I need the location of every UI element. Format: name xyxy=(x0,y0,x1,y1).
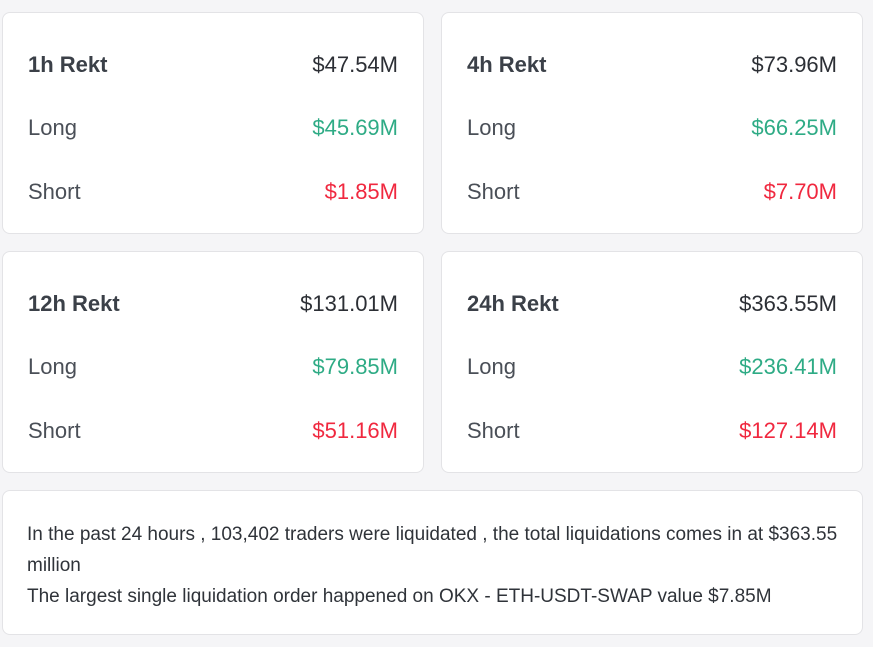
long-label: Long xyxy=(467,354,516,379)
card-title: 1h Rekt xyxy=(28,52,108,77)
stats-card-1h: 1h Rekt $47.54M Long $45.69M Short $1.85… xyxy=(2,12,424,234)
long-value: $45.69M xyxy=(312,115,398,140)
long-label: Long xyxy=(467,115,516,140)
total-value: $73.96M xyxy=(751,52,837,77)
card-header-row: 24h Rekt $363.55M xyxy=(467,290,837,318)
card-title: 4h Rekt xyxy=(467,52,547,77)
long-value: $66.25M xyxy=(751,115,837,140)
card-header-row: 4h Rekt $73.96M xyxy=(467,51,837,79)
long-row: Long $79.85M xyxy=(28,353,398,381)
long-row: Long $45.69M xyxy=(28,114,398,142)
long-value: $79.85M xyxy=(312,354,398,379)
stats-card-24h: 24h Rekt $363.55M Long $236.41M Short $1… xyxy=(441,251,863,473)
total-value: $47.54M xyxy=(312,52,398,77)
long-label: Long xyxy=(28,354,77,379)
liquidation-summary-card: In the past 24 hours , 103,402 traders w… xyxy=(2,490,863,635)
short-label: Short xyxy=(28,418,81,443)
long-row: Long $236.41M xyxy=(467,353,837,381)
long-row: Long $66.25M xyxy=(467,114,837,142)
short-value: $1.85M xyxy=(324,179,398,204)
summary-line-total: In the past 24 hours , 103,402 traders w… xyxy=(27,524,838,576)
short-label: Short xyxy=(467,418,520,443)
short-label: Short xyxy=(467,179,520,204)
summary-line-largest: The largest single liquidation order hap… xyxy=(27,586,772,607)
short-value: $127.14M xyxy=(739,418,837,443)
short-row: Short $127.14M xyxy=(467,417,837,445)
short-value: $51.16M xyxy=(312,418,398,443)
card-title: 12h Rekt xyxy=(28,291,120,316)
total-value: $363.55M xyxy=(739,291,837,316)
long-label: Long xyxy=(28,115,77,140)
stats-card-4h: 4h Rekt $73.96M Long $66.25M Short $7.70… xyxy=(441,12,863,234)
long-value: $236.41M xyxy=(739,354,837,379)
short-value: $7.70M xyxy=(763,179,837,204)
card-header-row: 12h Rekt $131.01M xyxy=(28,290,398,318)
short-row: Short $51.16M xyxy=(28,417,398,445)
short-row: Short $7.70M xyxy=(467,178,837,206)
stats-card-12h: 12h Rekt $131.01M Long $79.85M Short $51… xyxy=(2,251,424,473)
card-title: 24h Rekt xyxy=(467,291,559,316)
short-row: Short $1.85M xyxy=(28,178,398,206)
card-header-row: 1h Rekt $47.54M xyxy=(28,51,398,79)
short-label: Short xyxy=(28,179,81,204)
total-value: $131.01M xyxy=(300,291,398,316)
